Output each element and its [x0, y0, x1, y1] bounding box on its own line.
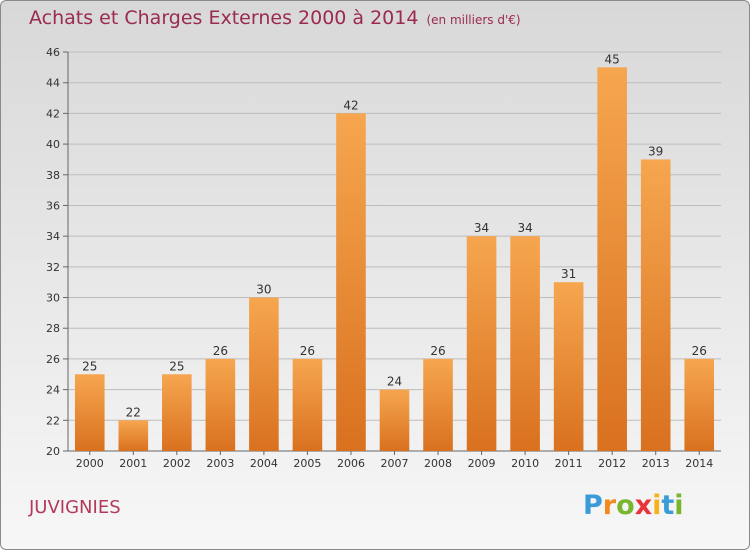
value-label-2013: 39 [648, 144, 663, 158]
bar-2003 [205, 358, 236, 451]
x-tick-label: 2002 [163, 457, 191, 470]
x-tick-label: 2003 [206, 457, 234, 470]
y-tick-label: 32 [46, 261, 60, 274]
y-tick-label: 44 [46, 77, 60, 90]
y-tick-label: 30 [46, 292, 60, 305]
value-label-2004: 30 [256, 283, 271, 297]
x-tick-label: 2005 [293, 457, 321, 470]
chart-title: Achats et Charges Externes 2000 à 2014 (e… [29, 7, 521, 29]
bar-2000 [74, 374, 105, 451]
y-tick-label: 40 [46, 138, 60, 151]
y-tick-label: 46 [46, 46, 60, 59]
y-tick-label: 22 [46, 414, 60, 427]
y-tick-label: 24 [46, 384, 60, 397]
x-tick-label: 2013 [642, 457, 670, 470]
bar-2011 [553, 282, 584, 451]
labels: 20 22 24 26 28 30 32 34 36 38 40 42 44 46 2000 25 2001 22… [46, 46, 713, 470]
y-tick-label: 36 [46, 199, 60, 212]
x-tick-label: 2008 [424, 457, 452, 470]
value-label-2008: 26 [430, 344, 445, 358]
bar-2009 [466, 236, 497, 451]
bar-2007 [379, 389, 410, 451]
value-label-2005: 26 [300, 344, 315, 358]
value-label-2002: 25 [169, 359, 184, 373]
y-tick-label: 34 [46, 230, 60, 243]
bar-2012 [597, 67, 627, 451]
bars [74, 67, 715, 451]
logo-letter: o [616, 490, 635, 521]
logo-letter: t [661, 490, 675, 521]
x-tick-label: 2000 [76, 457, 104, 470]
x-tick-label: 2014 [685, 457, 713, 470]
y-tick-label: 38 [46, 169, 60, 182]
y-tick-label: 26 [46, 353, 60, 366]
chart-subtitle: (en milliers d'€) [426, 13, 521, 27]
value-label-2009: 34 [474, 221, 489, 235]
commune-name: JUVIGNIES [29, 497, 121, 518]
value-label-2012: 45 [605, 52, 620, 66]
value-label-2010: 34 [517, 221, 532, 235]
x-tick-label: 2004 [250, 457, 278, 470]
y-tick-label: 42 [46, 107, 60, 120]
bar-2013 [640, 159, 671, 451]
x-tick-label: 2007 [381, 457, 409, 470]
x-tick-label: 2010 [511, 457, 539, 470]
bar-2002 [162, 374, 192, 451]
logo-letter: P [583, 490, 603, 521]
x-tick-label: 2001 [119, 457, 147, 470]
x-tick-label: 2006 [337, 457, 365, 470]
value-label-2003: 26 [213, 344, 228, 358]
x-tick-label: 2012 [598, 457, 626, 470]
bar-2014 [684, 358, 715, 451]
logo-letter: x [634, 490, 653, 521]
bar-2008 [423, 358, 453, 451]
bar-2001 [118, 420, 149, 451]
value-label-2000: 25 [82, 359, 97, 373]
logo-letter: r [602, 490, 617, 521]
bar-2010 [510, 236, 540, 451]
value-label-2006: 42 [343, 98, 358, 112]
value-label-2007: 24 [387, 375, 402, 389]
title-text: Achats et Charges Externes 2000 à 2014 [29, 7, 419, 29]
bar-2005 [292, 358, 323, 451]
bar-2006 [336, 113, 366, 451]
x-tick-label: 2009 [468, 457, 496, 470]
y-tick-label: 28 [46, 322, 60, 335]
logo-letter: i [652, 490, 662, 521]
bar-2004 [249, 297, 279, 451]
value-label-2011: 31 [561, 267, 576, 281]
y-tick-label: 20 [46, 445, 60, 458]
value-label-2001: 22 [126, 405, 141, 419]
proxiti-logo: Proxiti [583, 490, 684, 521]
logo-letter: i [674, 490, 684, 521]
value-label-2014: 26 [692, 344, 707, 358]
x-tick-label: 2011 [555, 457, 583, 470]
